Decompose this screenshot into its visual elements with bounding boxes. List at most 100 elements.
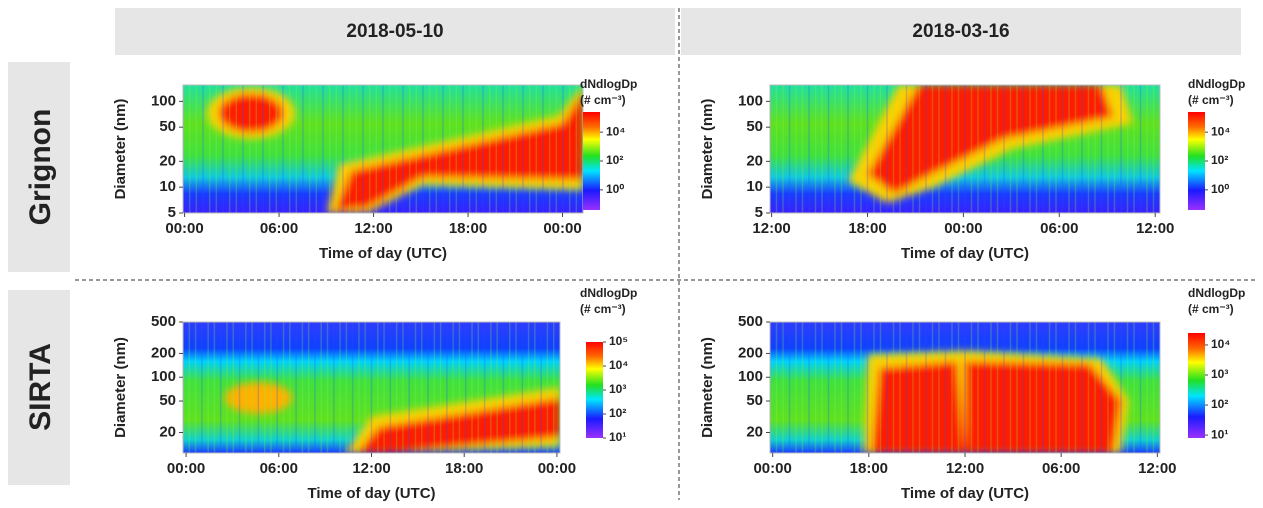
y-tick-label: 50 (746, 118, 763, 135)
colorbar (1188, 333, 1205, 438)
x-axis-label: Time of day (UTC) (901, 485, 1029, 502)
x-tick-label: 18:00 (445, 460, 483, 477)
colorbar-title: dNdlogDp (580, 286, 637, 300)
x-axis-label: Time of day (UTC) (307, 485, 435, 502)
x-tick-label: 18:00 (848, 220, 886, 237)
colorbar-tick-label: 10² (1211, 153, 1228, 167)
heatmap (770, 322, 1160, 453)
colorbar (586, 342, 603, 438)
colorbar-tick-label: 10³ (1211, 367, 1228, 381)
column-header-box (115, 8, 675, 55)
x-tick-label: 12:00 (352, 460, 390, 477)
heatmap-texture (224, 382, 560, 453)
x-tick-label: 00:00 (543, 220, 581, 237)
heatmap-blob (224, 382, 293, 414)
colorbar (583, 112, 600, 210)
x-tick-label: 18:00 (449, 220, 487, 237)
y-tick-label: 5 (755, 204, 763, 221)
column-header: 2018-05-10 (346, 21, 443, 42)
heatmap-blob (871, 361, 965, 453)
colorbar-tick-label: 10² (606, 153, 623, 167)
heatmap (183, 85, 583, 213)
colorbar-tick-label: 10⁴ (609, 358, 628, 372)
colorbar-title: dNdlogDp (580, 77, 637, 91)
y-axis-label: Diameter (nm) (699, 337, 716, 438)
row-header: Grignon (24, 109, 57, 226)
x-tick-label: 00:00 (167, 460, 205, 477)
y-tick-label: 50 (159, 118, 176, 135)
row-header-box (8, 290, 70, 485)
x-tick-label: 06:00 (260, 460, 298, 477)
colorbar-unit: (# cm⁻³) (1188, 302, 1234, 316)
heatmap (183, 322, 560, 453)
y-tick-label: 100 (151, 368, 176, 385)
y-tick-label: 200 (151, 344, 176, 361)
y-tick-label: 5 (168, 204, 176, 221)
column-header-box (681, 8, 1241, 55)
colorbar-tick-label: 10⁴ (1211, 124, 1230, 138)
y-axis-label: Diameter (nm) (112, 337, 129, 438)
colorbar-unit: (# cm⁻³) (580, 93, 626, 107)
colorbar-tick-label: 10⁴ (606, 124, 625, 138)
heatmap-blob (356, 397, 560, 453)
x-tick-label: 12:00 (946, 460, 984, 477)
y-tick-label: 100 (738, 368, 763, 385)
y-tick-label: 20 (159, 152, 176, 169)
y-tick-label: 100 (738, 92, 763, 109)
y-tick-label: 10 (746, 178, 763, 195)
plot-frame (769, 84, 1161, 214)
x-tick-label: 06:00 (1042, 460, 1080, 477)
x-tick-label: 12:00 (1136, 220, 1174, 237)
row-header: SIRTA (24, 343, 57, 431)
heatmap-blob (867, 85, 1114, 194)
x-axis-label: Time of day (UTC) (319, 245, 447, 262)
y-tick-label: 20 (746, 423, 763, 440)
colorbar-tick-label: 10¹ (609, 430, 626, 444)
x-tick-label: 06:00 (260, 220, 298, 237)
x-tick-label: 00:00 (165, 220, 203, 237)
x-tick-label: 06:00 (1040, 220, 1078, 237)
colorbar-title: dNdlogDp (1188, 286, 1245, 300)
y-axis-label: Diameter (nm) (699, 99, 716, 200)
colorbar-tick-label: 10² (1211, 397, 1228, 411)
colorbar-tick-label: 10² (609, 406, 626, 420)
y-axis-label: Diameter (nm) (112, 99, 129, 200)
colorbar-tick-label: 10⁴ (1211, 337, 1230, 351)
heatmap-texture (863, 350, 1129, 453)
colorbar-title: dNdlogDp (1188, 77, 1245, 91)
colorbar (1188, 112, 1205, 210)
x-tick-label: 12:00 (354, 220, 392, 237)
heatmap-texture (848, 85, 1133, 203)
x-tick-label: 12:00 (752, 220, 790, 237)
y-tick-label: 20 (159, 423, 176, 440)
colorbar-tick-label: 10³ (609, 382, 626, 396)
x-tick-label: 18:00 (850, 460, 888, 477)
y-tick-label: 500 (151, 313, 176, 330)
colorbar-tick-label: 10⁰ (606, 182, 624, 196)
row-header-box (8, 62, 70, 272)
heatmap-texture (207, 85, 583, 213)
x-tick-label: 00:00 (538, 460, 576, 477)
heatmap (770, 85, 1160, 213)
y-tick-label: 200 (738, 344, 763, 361)
y-tick-label: 50 (159, 392, 176, 409)
heatmap-blob (335, 91, 583, 211)
y-tick-label: 10 (159, 178, 176, 195)
colorbar-unit: (# cm⁻³) (1188, 93, 1234, 107)
x-tick-label: 12:00 (1138, 460, 1176, 477)
colorbar-unit: (# cm⁻³) (580, 302, 626, 316)
x-tick-label: 00:00 (944, 220, 982, 237)
colorbar-tick-label: 10⁵ (609, 334, 628, 348)
x-axis-label: Time of day (UTC) (901, 245, 1029, 262)
y-tick-label: 20 (746, 152, 763, 169)
heatmap-blob (965, 361, 1121, 453)
y-tick-label: 50 (746, 392, 763, 409)
y-tick-label: 100 (151, 92, 176, 109)
column-header: 2018-03-16 (912, 21, 1009, 42)
colorbar-tick-label: 10¹ (1211, 427, 1228, 441)
colorbar-tick-label: 10⁰ (1211, 182, 1229, 196)
heatmap-blob (219, 93, 283, 133)
x-tick-label: 00:00 (753, 460, 791, 477)
y-tick-label: 500 (738, 313, 763, 330)
